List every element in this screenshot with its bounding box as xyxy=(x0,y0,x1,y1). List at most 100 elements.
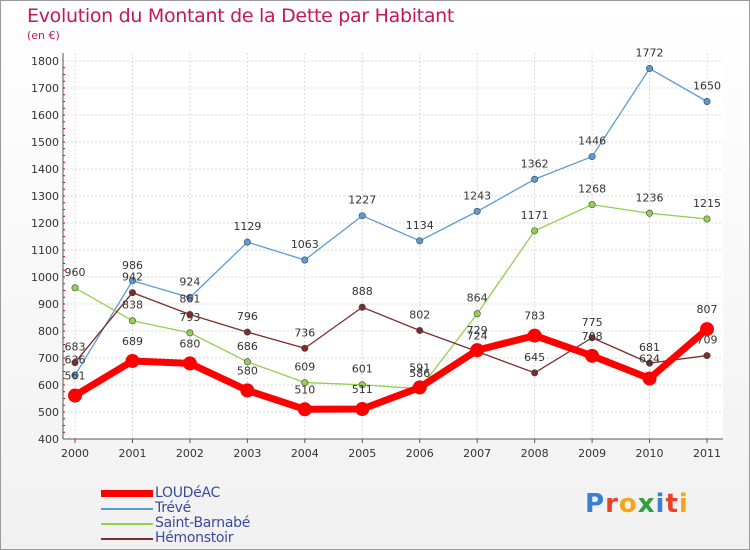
data-label: 807 xyxy=(697,303,718,316)
data-label: 1772 xyxy=(636,47,664,60)
data-point xyxy=(412,380,427,395)
data-point xyxy=(243,238,251,246)
y-tick-label: 900 xyxy=(38,298,59,311)
data-point xyxy=(473,207,481,215)
data-label: 708 xyxy=(582,330,603,343)
x-tick-label: 2006 xyxy=(406,447,434,460)
series-tr-v-: 6369869241129106312271134124313621446177… xyxy=(65,47,721,379)
data-point xyxy=(531,369,539,377)
data-point xyxy=(588,153,596,161)
data-label: 1129 xyxy=(233,220,261,233)
data-label: 580 xyxy=(237,364,258,377)
series-loud-ac: 561 689 680 580 510 511 591 729 783 708 624 807 xyxy=(65,303,718,417)
x-tick-label: 2011 xyxy=(693,447,721,460)
data-point xyxy=(703,98,711,106)
y-tick-label: 1600 xyxy=(31,109,59,122)
data-label: 736 xyxy=(294,326,315,339)
x-tick-label: 2009 xyxy=(578,447,606,460)
legend-swatch xyxy=(101,508,153,510)
data-point xyxy=(416,326,424,334)
y-tick-label: 1200 xyxy=(31,217,59,230)
data-point xyxy=(243,328,251,336)
series-line xyxy=(74,203,708,390)
legend-label: Trévé xyxy=(155,500,191,516)
logo-letter: t xyxy=(665,489,679,519)
y-tick-label: 700 xyxy=(38,352,59,365)
logo-letter: P xyxy=(585,489,606,519)
data-label: 888 xyxy=(352,285,373,298)
data-point xyxy=(186,311,194,319)
proxiti-logo: Proxiti xyxy=(585,489,689,519)
legend-swatch xyxy=(101,523,153,525)
series-line xyxy=(71,325,711,413)
data-point xyxy=(588,334,596,342)
data-point xyxy=(703,215,711,223)
data-point xyxy=(585,348,600,363)
data-point xyxy=(186,329,194,337)
data-point xyxy=(358,303,366,311)
data-point xyxy=(71,359,79,367)
data-label: 1268 xyxy=(578,183,606,196)
legend-label: LOUDéAC xyxy=(155,485,220,501)
data-point xyxy=(358,212,366,220)
data-label: 510 xyxy=(294,383,315,396)
y-tick-label: 800 xyxy=(38,325,59,338)
data-label: 724 xyxy=(467,330,488,343)
data-label: 783 xyxy=(524,310,545,323)
y-tick-label: 600 xyxy=(38,379,59,392)
x-tick-label: 2001 xyxy=(118,447,146,460)
data-label: 924 xyxy=(179,276,200,289)
data-label: 680 xyxy=(179,337,200,350)
data-point xyxy=(531,227,539,235)
data-point xyxy=(71,284,79,292)
x-tick-label: 2004 xyxy=(291,447,319,460)
data-point xyxy=(301,344,309,352)
y-tick-label: 1000 xyxy=(31,271,59,284)
legend-swatch xyxy=(101,538,153,540)
data-point xyxy=(240,383,255,398)
data-label: 1215 xyxy=(693,197,721,210)
x-tick-label: 2005 xyxy=(348,447,376,460)
data-label: 775 xyxy=(582,316,603,329)
logo-letter: i xyxy=(678,489,689,519)
data-point xyxy=(646,359,654,367)
legend-label: Saint-Barnabé xyxy=(155,515,251,531)
data-point xyxy=(68,388,82,403)
y-tick-label: 1100 xyxy=(31,244,59,257)
data-point xyxy=(646,65,654,73)
legend-label: Hémonstoir xyxy=(155,530,234,546)
x-tick-label: 2003 xyxy=(233,447,261,460)
data-label: 796 xyxy=(237,310,258,323)
data-label: 1063 xyxy=(291,238,319,251)
data-point xyxy=(243,358,251,366)
x-tick-label: 2007 xyxy=(463,447,491,460)
data-label: 802 xyxy=(409,308,430,321)
data-label: 591 xyxy=(409,361,430,374)
data-label: 624 xyxy=(639,353,660,366)
legend-swatch xyxy=(101,490,153,497)
data-point xyxy=(531,175,539,183)
series-line xyxy=(74,67,708,376)
data-label: 986 xyxy=(122,259,143,272)
data-label: 1650 xyxy=(693,80,721,93)
x-tick-label: 2008 xyxy=(521,447,549,460)
data-point xyxy=(128,289,136,297)
data-point xyxy=(527,328,542,343)
data-point xyxy=(301,256,309,264)
data-label: 960 xyxy=(65,266,86,279)
y-tick-label: 400 xyxy=(38,433,59,446)
data-label: 683 xyxy=(65,341,86,354)
plot-area xyxy=(63,53,723,439)
data-point xyxy=(646,209,654,217)
data-label: 1171 xyxy=(521,209,549,222)
data-point xyxy=(71,371,79,379)
data-label: 645 xyxy=(524,351,545,364)
data-label: 686 xyxy=(237,340,258,353)
data-label: 609 xyxy=(294,361,315,374)
data-label: 1134 xyxy=(406,219,434,232)
data-point xyxy=(128,317,136,325)
data-label: 838 xyxy=(122,299,143,312)
data-label: 729 xyxy=(467,324,488,337)
